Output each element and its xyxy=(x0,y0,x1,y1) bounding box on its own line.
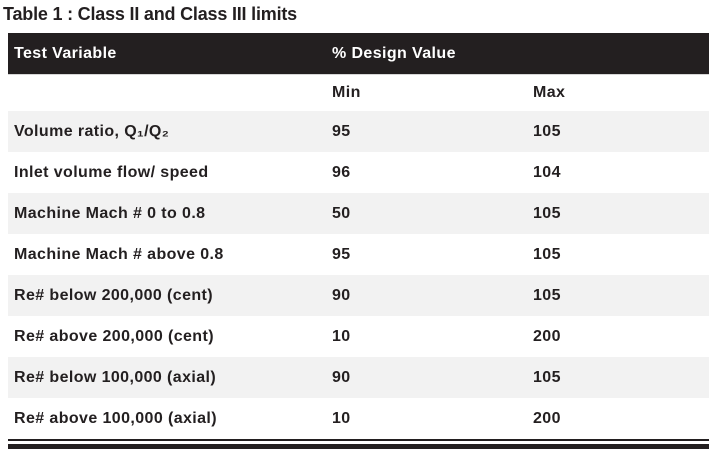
cell-min-value: 95 xyxy=(332,122,351,140)
cell-max-value: 105 xyxy=(533,122,561,140)
table-bottom-border xyxy=(8,439,709,449)
cell-test-variable: Machine Mach # 0 to 0.8 xyxy=(14,204,206,222)
table-caption: Table 1 : Class II and Class III limits xyxy=(3,4,297,24)
cell-max-value: 200 xyxy=(533,409,561,427)
cell-max-value: 200 xyxy=(533,327,561,345)
table-row: Re# above 200,000 (cent) 10 200 xyxy=(8,316,709,357)
cell-test-variable: Machine Mach # above 0.8 xyxy=(14,245,224,263)
subheader-min: Min xyxy=(332,84,361,101)
cell-test-variable: Volume ratio, Q₁/Q₂ xyxy=(14,122,170,140)
table-header-row: Test Variable % Design Value xyxy=(8,33,709,75)
table-row: Re# below 200,000 (cent) 90 105 xyxy=(8,275,709,316)
table-row: Re# above 100,000 (axial) 10 200 xyxy=(8,398,709,439)
cell-min-value: 10 xyxy=(332,409,351,427)
table-row: Machine Mach # above 0.8 95 105 xyxy=(8,234,709,275)
subheader-max: Max xyxy=(533,84,566,101)
cell-max-value: 105 xyxy=(533,368,561,386)
cell-min-value: 96 xyxy=(332,163,351,181)
table-row: Re# below 100,000 (axial) 90 105 xyxy=(8,357,709,398)
table-subheader-row: Min Max xyxy=(8,75,709,111)
table-row: Inlet volume flow/ speed 96 104 xyxy=(8,152,709,193)
cell-test-variable: Re# below 200,000 (cent) xyxy=(14,286,214,304)
cell-min-value: 90 xyxy=(332,368,351,386)
table-body: Volume ratio, Q₁/Q₂ 95 105 Inlet volume … xyxy=(8,111,709,439)
cell-test-variable: Re# above 100,000 (axial) xyxy=(14,409,218,427)
cell-max-value: 104 xyxy=(533,163,561,181)
cell-test-variable: Re# below 100,000 (axial) xyxy=(14,368,217,386)
table-row: Machine Mach # 0 to 0.8 50 105 xyxy=(8,193,709,234)
cell-max-value: 105 xyxy=(533,204,561,222)
table-row: Volume ratio, Q₁/Q₂ 95 105 xyxy=(8,111,709,152)
bottom-rule-thick xyxy=(8,444,709,449)
cell-max-value: 105 xyxy=(533,245,561,263)
bottom-rule-thin xyxy=(8,439,709,441)
column-header-design-value: % Design Value xyxy=(332,44,456,62)
limits-table: Test Variable % Design Value Min Max Vol… xyxy=(8,33,709,449)
cell-max-value: 105 xyxy=(533,286,561,304)
cell-min-value: 90 xyxy=(332,286,351,304)
cell-test-variable: Inlet volume flow/ speed xyxy=(14,163,209,181)
column-header-test-variable: Test Variable xyxy=(14,44,117,62)
cell-min-value: 10 xyxy=(332,327,351,345)
cell-min-value: 95 xyxy=(332,245,351,263)
cell-test-variable: Re# above 200,000 (cent) xyxy=(14,327,214,345)
cell-min-value: 50 xyxy=(332,204,351,222)
